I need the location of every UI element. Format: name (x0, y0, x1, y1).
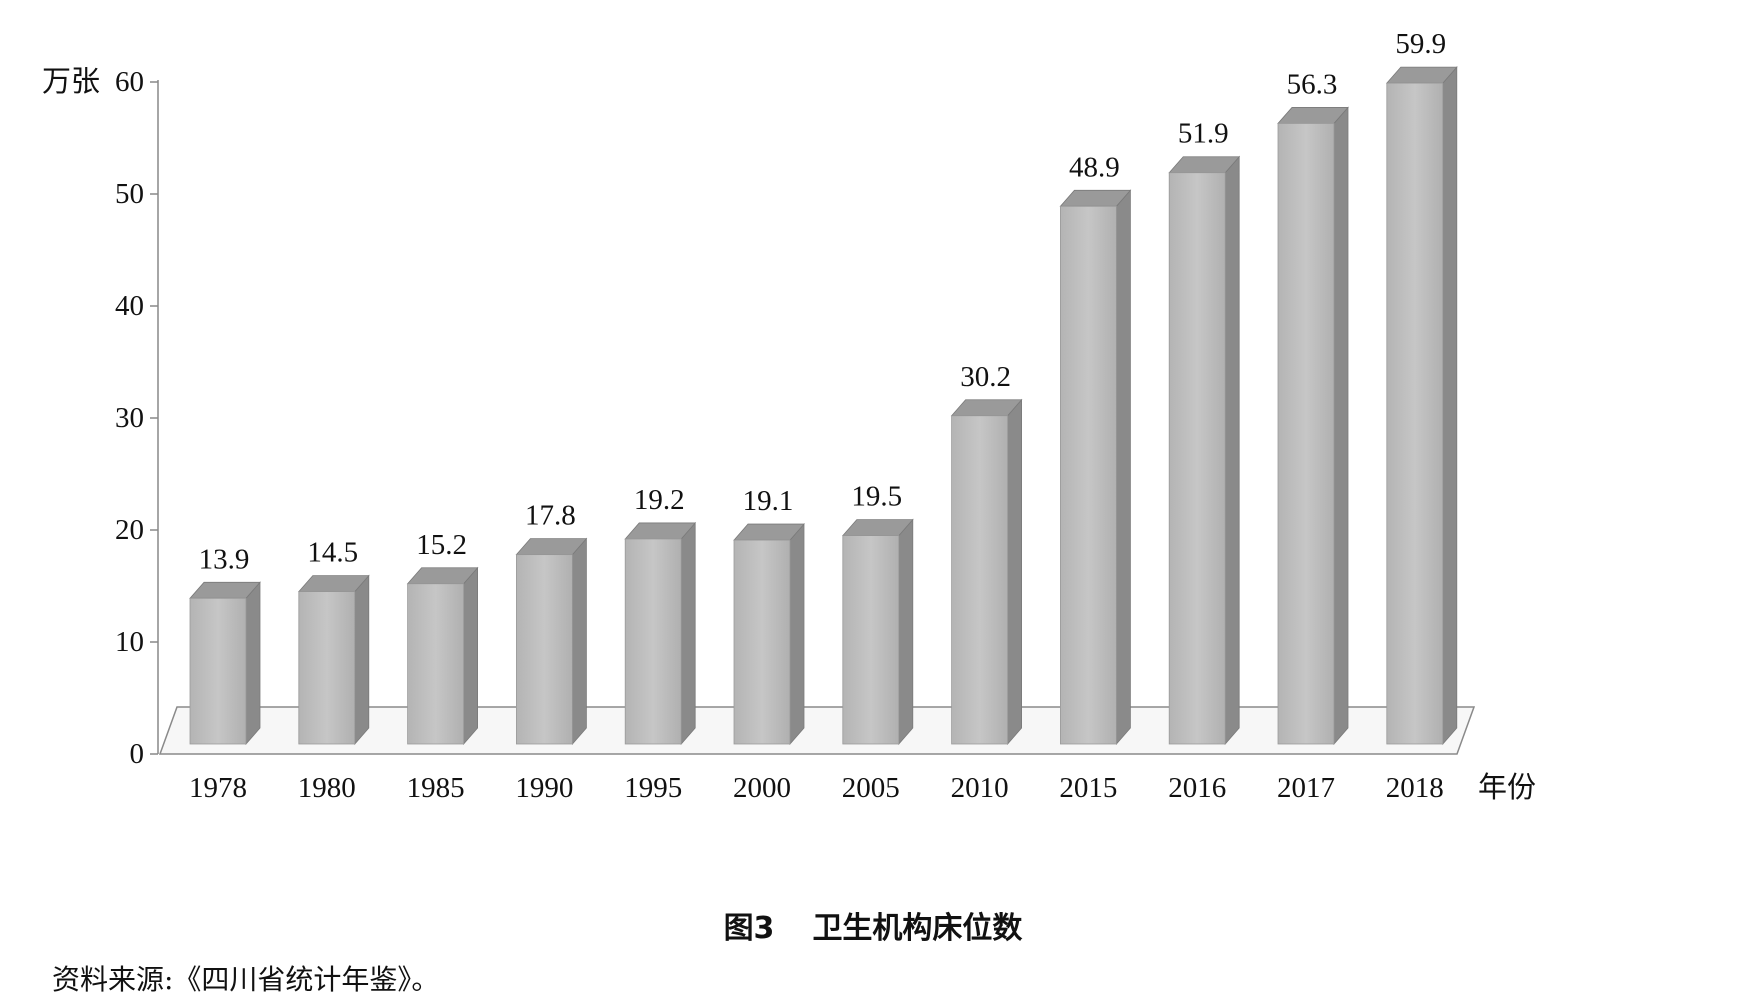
bar (1059, 189, 1132, 746)
data-label: 13.9 (199, 543, 250, 575)
bar (841, 518, 914, 746)
bar-front (189, 597, 247, 745)
bar-front (516, 554, 573, 745)
bar (733, 523, 805, 746)
x-tick-label: 2016 (1168, 772, 1226, 804)
x-tick-label: 1990 (515, 772, 573, 804)
data-label: 19.5 (851, 481, 902, 513)
data-label: 15.2 (416, 529, 467, 561)
figure-number: 图3 (723, 911, 775, 946)
bar-side (1333, 106, 1349, 746)
bar-front (842, 535, 900, 745)
bar-front (298, 591, 356, 745)
bar (624, 521, 697, 746)
figure-title: 卫生机构床位数 (812, 911, 1023, 946)
bar (1385, 66, 1458, 746)
bar-side (572, 537, 587, 746)
x-axis: 1978 1980 1985 1990 1995 2000 2005 2010 2015 2016… (189, 770, 1536, 804)
bar-front (951, 415, 1008, 745)
bar-chart: 0 10 20 30 40 50 60 万张 13.9 14.5 15.2 17.8 19.2 19.1… (42, 28, 1536, 804)
bar (1277, 106, 1349, 746)
x-tick-label: 2010 (951, 772, 1009, 804)
bars (189, 66, 1458, 746)
x-tick-label: 2000 (733, 772, 791, 804)
data-label: 19.2 (634, 484, 685, 516)
x-tick-label: 2018 (1386, 772, 1444, 804)
x-tick-label: 2005 (842, 772, 900, 804)
bar-side (1116, 189, 1131, 746)
chart-floor (158, 706, 1476, 755)
y-tick-label: 20 (115, 514, 144, 546)
bar-front (1386, 82, 1444, 745)
data-label: 14.5 (307, 537, 358, 569)
bar-front (1168, 172, 1226, 745)
data-label: 19.1 (743, 485, 794, 517)
bar (1168, 155, 1241, 746)
y-tick-label: 50 (115, 178, 144, 210)
bar-side (1224, 155, 1240, 746)
x-tick-label: 2015 (1059, 772, 1117, 804)
bar-side (463, 566, 479, 746)
bar (406, 566, 479, 746)
y-tick-label: 60 (115, 66, 144, 98)
data-label: 30.2 (960, 361, 1011, 393)
data-label: 17.8 (525, 500, 576, 532)
bar-side (789, 523, 805, 746)
y-axis-label: 万张 (42, 64, 100, 98)
data-label: 56.3 (1287, 68, 1338, 100)
bar-front (1060, 205, 1117, 745)
bar (950, 398, 1023, 746)
bar-side (1442, 66, 1458, 746)
data-labels: 13.9 14.5 15.2 17.8 19.2 19.1 19.5 30.2 48.9 51.9… (199, 28, 1447, 575)
bar-front (733, 539, 791, 745)
bar-side (680, 521, 696, 746)
bar-side (354, 574, 370, 746)
y-axis: 0 10 20 30 40 50 60 万张 (42, 64, 159, 770)
bar (297, 574, 370, 746)
bar-front (407, 583, 465, 745)
y-tick-label: 30 (115, 402, 144, 434)
source-note: 资料来源:《四川省统计年鉴》。 (52, 963, 440, 996)
bar (515, 537, 588, 746)
bar (189, 581, 261, 746)
floor-plane (158, 706, 1476, 755)
x-tick-label: 1985 (407, 772, 465, 804)
data-label: 51.9 (1178, 118, 1229, 150)
x-axis-label: 年份 (1478, 770, 1536, 804)
data-label: 59.9 (1395, 28, 1446, 60)
x-tick-label: 1995 (624, 772, 682, 804)
x-tick-label: 1978 (189, 772, 247, 804)
bar-side (1007, 398, 1022, 746)
y-tick-label: 0 (130, 738, 145, 770)
bar-side (898, 518, 914, 746)
x-tick-label: 1980 (298, 772, 356, 804)
y-tick-label: 10 (115, 626, 144, 658)
bar-side (245, 581, 261, 746)
y-tick-label: 40 (115, 290, 144, 322)
x-tick-label: 2017 (1277, 772, 1335, 804)
figure-caption: 图3 卫生机构床位数 (0, 903, 1746, 947)
data-label: 48.9 (1069, 151, 1120, 183)
bar-front (624, 538, 682, 745)
bar-front (1277, 123, 1335, 745)
